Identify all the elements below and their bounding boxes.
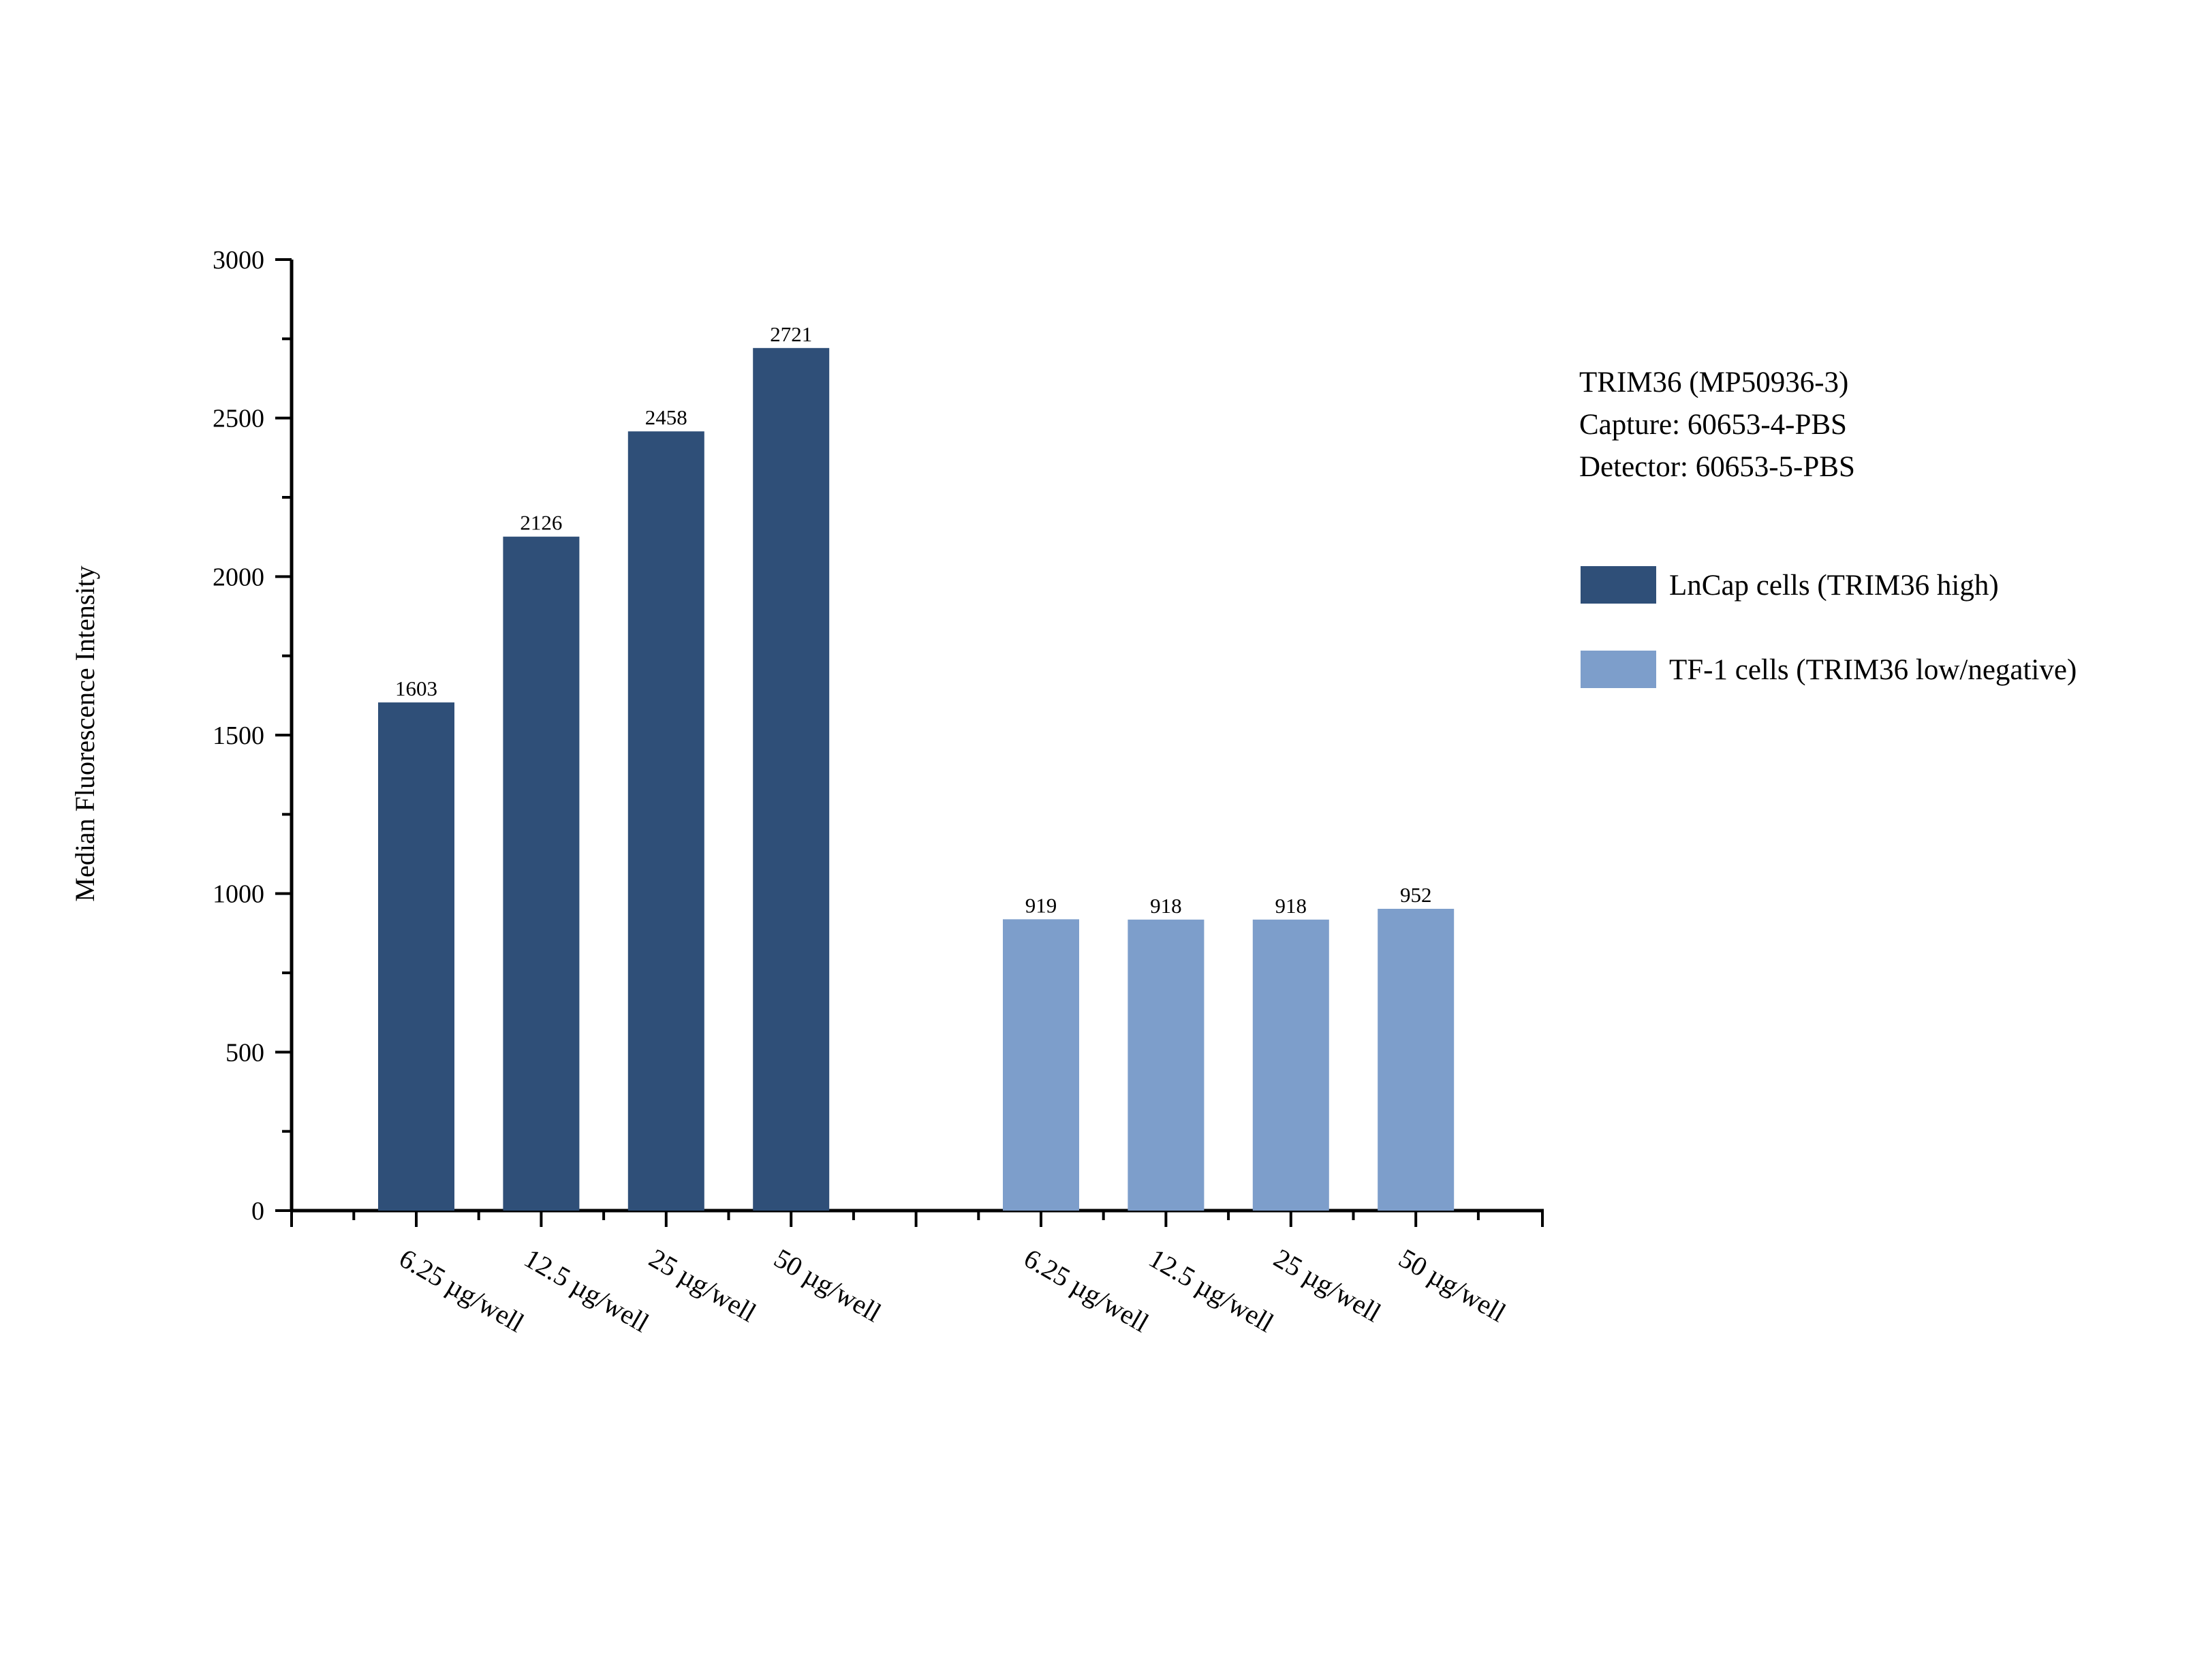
- legend-swatch-lncap: [1581, 566, 1656, 604]
- bar-value-label: 918: [1150, 894, 1182, 918]
- annotation-line-2: Capture: 60653-4-PBS: [1579, 409, 1847, 441]
- bar-value-label: 2721: [770, 322, 812, 346]
- annotation-line-1: TRIM36 (MP50936-3): [1579, 367, 1848, 399]
- bar: [1378, 909, 1455, 1211]
- bar-value-label: 1603: [395, 676, 437, 700]
- legend-swatch-tf1: [1581, 651, 1656, 688]
- bar-value-label: 2458: [645, 405, 687, 429]
- x-tick-label: 50 µg/well: [769, 1243, 886, 1328]
- y-tick-label: 0: [251, 1197, 264, 1226]
- bar-value-label: 2126: [520, 511, 562, 535]
- y-tick-label: 1000: [213, 880, 264, 909]
- legend-label-lncap: LnCap cells (TRIM36 high): [1669, 570, 1999, 602]
- y-tick-label: 1500: [213, 721, 264, 750]
- x-tick-label: 50 µg/well: [1394, 1243, 1511, 1328]
- y-tick-label: 2000: [213, 563, 264, 591]
- y-tick-label: 3000: [213, 246, 264, 275]
- bar: [1128, 919, 1205, 1211]
- bar: [1252, 919, 1329, 1211]
- x-tick-label: 6.25 µg/well: [1019, 1243, 1154, 1338]
- bar: [627, 431, 704, 1211]
- y-tick-label: 500: [226, 1038, 264, 1067]
- x-tick-label: 12.5 µg/well: [519, 1243, 654, 1338]
- bar: [753, 347, 830, 1211]
- bar-value-label: 952: [1400, 883, 1432, 907]
- x-tick-label: 25 µg/well: [644, 1243, 761, 1328]
- x-tick-label: 12.5 µg/well: [1144, 1243, 1279, 1338]
- bar-value-label: 918: [1275, 894, 1307, 918]
- x-tick-label: 25 µg/well: [1269, 1243, 1386, 1328]
- x-tick-label: 6.25 µg/well: [394, 1243, 529, 1338]
- chart-annotation: TRIM36 (MP50936-3) Capture: 60653-4-PBS …: [1579, 367, 1855, 483]
- bar: [378, 702, 454, 1211]
- bars: [378, 347, 1455, 1211]
- legend-label-tf1: TF-1 cells (TRIM36 low/negative): [1669, 654, 2077, 686]
- bar: [1003, 919, 1079, 1211]
- y-tick-label: 2500: [213, 405, 264, 433]
- annotation-line-3: Detector: 60653-5-PBS: [1579, 451, 1855, 483]
- legend: LnCap cells (TRIM36 high) TF-1 cells (TR…: [1581, 566, 2077, 688]
- axes: [275, 258, 1544, 1227]
- bar: [503, 536, 580, 1211]
- bar-value-label: 919: [1025, 893, 1057, 917]
- y-axis-title: Median Fluorescence Intensity: [69, 565, 100, 901]
